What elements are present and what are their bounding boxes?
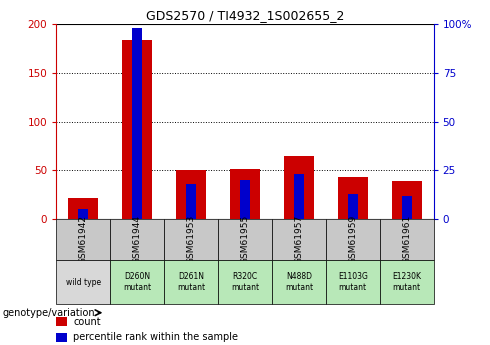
Bar bbox=[110, 260, 164, 304]
Text: R320C
mutant: R320C mutant bbox=[231, 272, 259, 292]
Bar bbox=[56, 260, 110, 304]
Bar bbox=[132, 28, 142, 219]
Title: GDS2570 / TI4932_1S002655_2: GDS2570 / TI4932_1S002655_2 bbox=[146, 9, 344, 22]
Bar bbox=[294, 174, 304, 219]
Text: GSM61955: GSM61955 bbox=[241, 215, 249, 264]
Bar bbox=[176, 170, 206, 219]
Text: GSM61942: GSM61942 bbox=[79, 215, 88, 264]
Text: E1230K
mutant: E1230K mutant bbox=[392, 272, 421, 292]
Bar bbox=[284, 156, 314, 219]
Text: E1103G
mutant: E1103G mutant bbox=[338, 272, 368, 292]
Bar bbox=[380, 260, 434, 304]
Bar bbox=[164, 219, 218, 260]
Bar bbox=[164, 260, 218, 304]
Bar bbox=[110, 219, 164, 260]
Bar bbox=[272, 260, 326, 304]
Text: GSM61959: GSM61959 bbox=[348, 215, 357, 264]
Bar bbox=[326, 219, 380, 260]
Bar bbox=[56, 317, 67, 326]
Bar bbox=[78, 209, 88, 219]
Text: N488D
mutant: N488D mutant bbox=[285, 272, 313, 292]
Text: percentile rank within the sample: percentile rank within the sample bbox=[73, 332, 238, 342]
Bar bbox=[402, 196, 412, 219]
Bar bbox=[240, 180, 250, 219]
Bar bbox=[230, 169, 260, 219]
Text: GSM61961: GSM61961 bbox=[402, 215, 411, 264]
Bar bbox=[272, 219, 326, 260]
Text: genotype/variation: genotype/variation bbox=[2, 308, 95, 318]
Text: D260N
mutant: D260N mutant bbox=[123, 272, 151, 292]
Bar bbox=[122, 40, 152, 219]
Bar bbox=[348, 194, 358, 219]
Text: GSM61953: GSM61953 bbox=[187, 215, 196, 264]
Text: count: count bbox=[73, 317, 100, 327]
Text: D261N
mutant: D261N mutant bbox=[177, 272, 205, 292]
Bar bbox=[186, 184, 196, 219]
Bar bbox=[392, 181, 421, 219]
Text: GSM61944: GSM61944 bbox=[133, 215, 142, 264]
Bar bbox=[56, 219, 110, 260]
Bar bbox=[338, 177, 368, 219]
Bar bbox=[218, 219, 272, 260]
Text: GSM61957: GSM61957 bbox=[294, 215, 303, 264]
Bar bbox=[218, 260, 272, 304]
Bar bbox=[326, 260, 380, 304]
Text: wild type: wild type bbox=[66, 277, 101, 287]
Bar bbox=[56, 333, 67, 342]
Bar bbox=[69, 198, 98, 219]
Bar bbox=[380, 219, 434, 260]
